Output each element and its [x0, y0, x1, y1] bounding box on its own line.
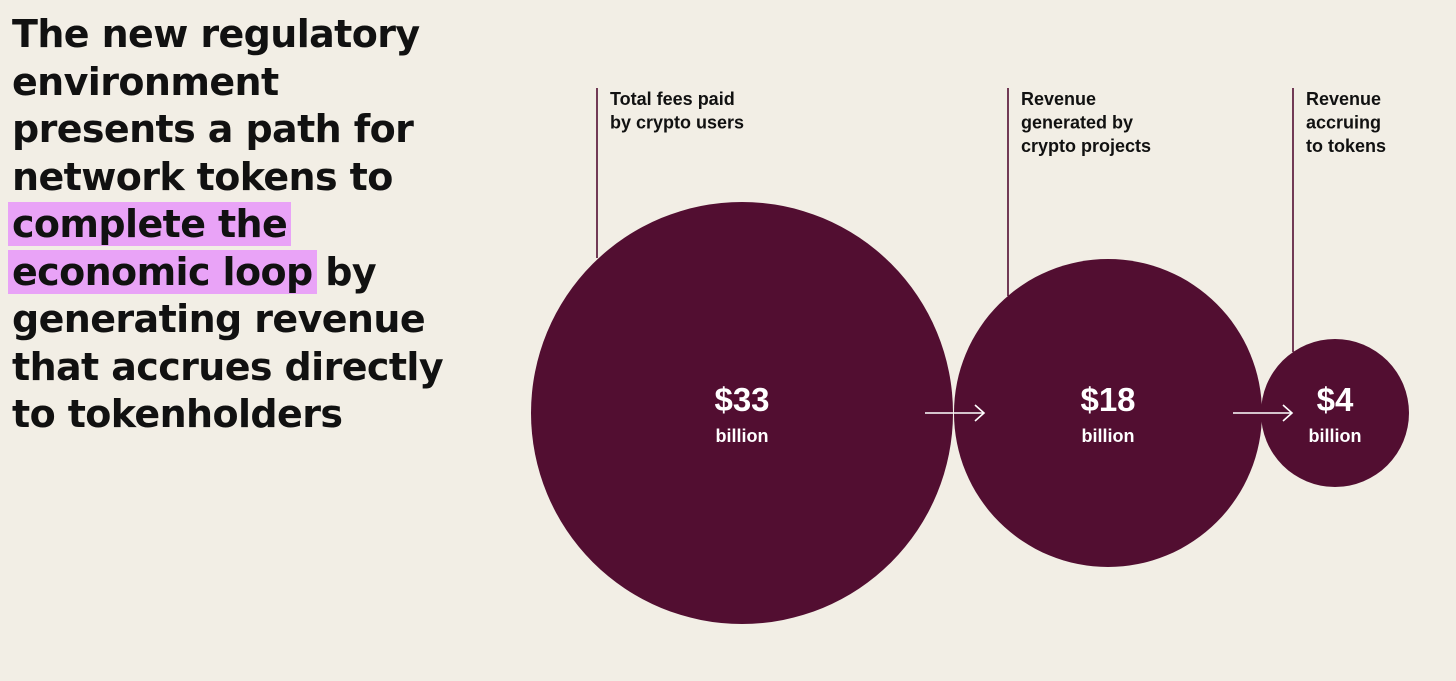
arrow-head: [1282, 404, 1294, 422]
arrow-right-icon: [925, 404, 986, 422]
headline-text: The new regulatory environment presents …: [12, 12, 420, 199]
stage-label-line: by crypto users: [610, 113, 744, 133]
value-circle: [1261, 339, 1409, 487]
value-circle: [954, 259, 1262, 567]
stage-label-line: crypto projects: [1021, 136, 1151, 156]
value-text: $18: [1080, 381, 1135, 418]
stage-label-line: Total fees paid: [610, 89, 735, 109]
stage-2: Revenue generated by crypto projects $18 bil…: [954, 88, 1262, 567]
stage-label: Total fees paid by crypto users: [610, 89, 744, 133]
stage-label-line: to tokens: [1306, 136, 1386, 156]
unit-text: billion: [1309, 426, 1362, 446]
stage-label-line: Revenue: [1021, 89, 1096, 109]
unit-text: billion: [716, 426, 769, 446]
stage-label: Revenue generated by crypto projects: [1021, 89, 1151, 156]
stage-label-line: generated by: [1021, 113, 1133, 133]
value-text: $4: [1317, 381, 1354, 418]
stage-label: Revenue accruing to tokens: [1306, 89, 1386, 156]
arrow-head: [974, 404, 986, 422]
stage-label-line: accruing: [1306, 113, 1381, 133]
value-circle: [531, 202, 953, 624]
unit-text: billion: [1082, 426, 1135, 446]
value-text: $33: [714, 381, 769, 418]
stage-3: Revenue accruing to tokens $4 billion: [1261, 88, 1409, 487]
stage-label-line: Revenue: [1306, 89, 1381, 109]
headline-text-end: by generating revenue that accrues direc…: [12, 249, 444, 437]
arrow-right-icon: [1233, 404, 1294, 422]
stage-1: Total fees paid by crypto users $33 billion: [531, 88, 953, 624]
headline: The new regulatory environment presents …: [8, 11, 452, 439]
